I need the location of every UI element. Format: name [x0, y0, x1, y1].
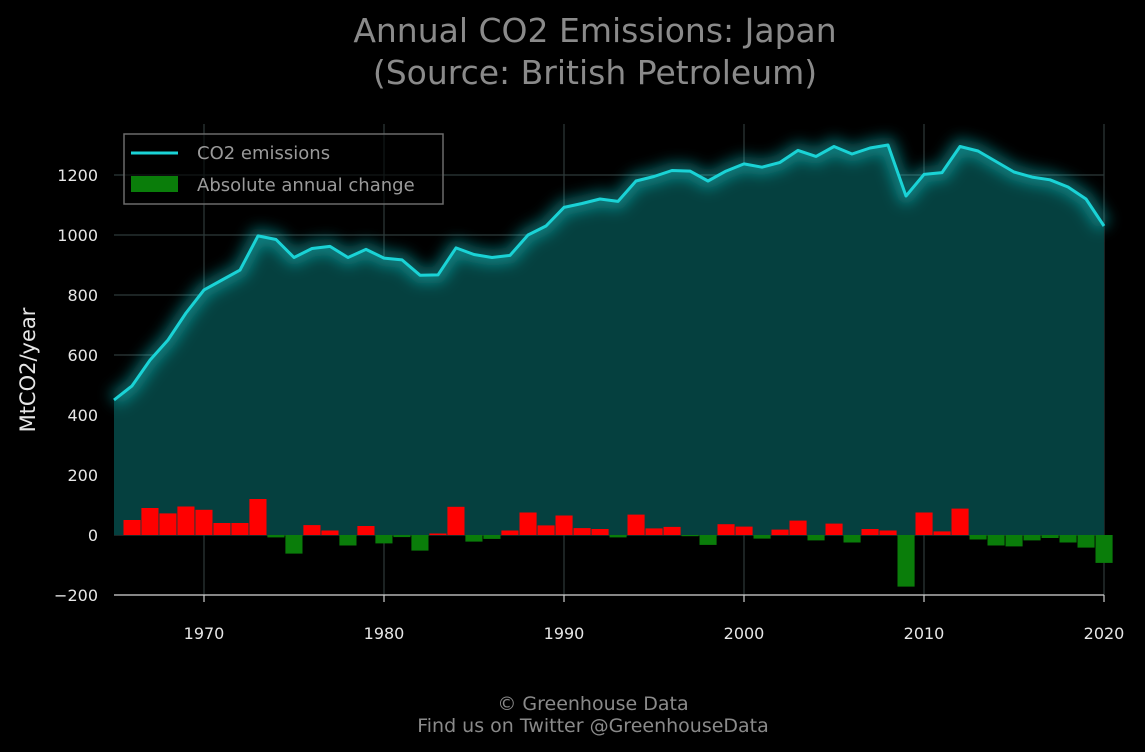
change-bar [519, 512, 537, 535]
x-tick-label: 1990 [544, 624, 585, 643]
change-bar [303, 525, 321, 535]
change-bar [1005, 535, 1023, 547]
change-bar [393, 535, 411, 538]
change-bar [1077, 535, 1095, 548]
change-bar [321, 530, 339, 535]
change-bar [735, 526, 753, 535]
annual-change-bars [123, 499, 1113, 587]
y-tick-label: 600 [67, 346, 98, 365]
y-tick-label: 800 [67, 286, 98, 305]
change-bar [861, 529, 879, 535]
y-tick-label: 200 [67, 466, 98, 485]
change-bar [933, 531, 951, 535]
legend-label-co2-emissions: CO2 emissions [197, 143, 330, 164]
change-bar [789, 520, 807, 535]
change-bar [213, 523, 231, 535]
change-bar [1023, 535, 1041, 541]
change-bar [699, 535, 717, 545]
change-bar [231, 523, 249, 535]
change-bar [771, 529, 789, 535]
change-bar [969, 535, 987, 540]
change-bar [825, 523, 843, 535]
change-bar [1059, 535, 1077, 543]
chart-title-line1: Annual CO2 Emissions: Japan [353, 11, 837, 50]
emissions-area-layer [114, 145, 1104, 535]
legend-bar-swatch [131, 176, 178, 192]
change-bar [1041, 535, 1059, 538]
change-bar [627, 514, 645, 535]
change-bar [555, 515, 573, 535]
chart-title-line2: (Source: British Petroleum) [372, 53, 818, 92]
y-tick-label: −200 [54, 586, 98, 605]
change-bar [645, 528, 663, 535]
change-bar [717, 524, 735, 535]
change-bar [897, 535, 915, 587]
change-bar [915, 512, 933, 535]
axes: −200 0 200 400 600 800 1000 1200 1970 1980 1990 200… [54, 166, 1124, 643]
footer-credit: © Greenhouse Data [497, 693, 689, 715]
change-bar [123, 520, 141, 535]
change-bar [663, 526, 681, 535]
change-bar [141, 508, 159, 535]
change-bar [501, 530, 519, 535]
change-bar [951, 508, 969, 535]
change-bar [573, 528, 591, 535]
change-bar [537, 525, 555, 535]
change-bar [339, 535, 357, 546]
change-bar [807, 535, 825, 541]
change-bar [879, 530, 897, 535]
x-tick-label: 1980 [364, 624, 405, 643]
legend: CO2 emissions Absolute annual change [123, 133, 444, 205]
change-bar [483, 535, 501, 539]
change-bar [681, 535, 699, 537]
legend-box [123, 133, 444, 205]
x-tick-label: 2000 [724, 624, 765, 643]
change-bar [177, 506, 195, 535]
change-bar [465, 535, 483, 542]
y-tick-label: 1000 [57, 226, 98, 245]
legend-label-annual-change: Absolute annual change [197, 175, 415, 196]
change-bar [753, 535, 771, 539]
change-bar [447, 506, 465, 535]
change-bar [195, 509, 213, 535]
change-bar [609, 535, 627, 538]
emissions-line-layer [109, 137, 1111, 407]
change-bar [267, 535, 285, 538]
x-tick-label: 1970 [184, 624, 225, 643]
change-bar [987, 535, 1005, 546]
change-bar [357, 526, 375, 535]
y-tick-label: 0 [88, 526, 98, 545]
y-tick-label: 400 [67, 406, 98, 425]
change-bar [285, 535, 303, 554]
footer-twitter: Find us on Twitter @GreenhouseData [417, 715, 769, 737]
change-bar [1095, 535, 1113, 563]
change-bar [375, 535, 393, 544]
x-tick-label: 2010 [904, 624, 945, 643]
emissions-area [114, 145, 1104, 535]
x-tick-label: 2020 [1084, 624, 1125, 643]
change-bar [411, 535, 429, 551]
emissions-line [113, 143, 1106, 402]
change-bar [249, 499, 267, 535]
change-bar [843, 535, 861, 543]
change-bar [429, 533, 447, 535]
y-tick-label: 1200 [57, 166, 98, 185]
change-bar [159, 513, 177, 535]
change-bar [591, 529, 609, 535]
